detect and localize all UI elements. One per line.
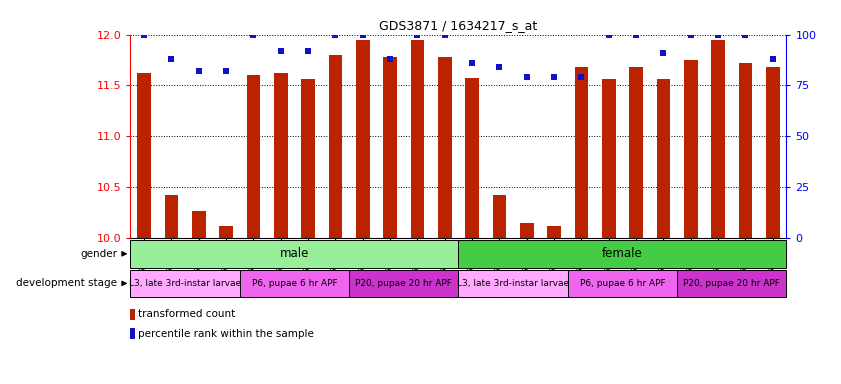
Bar [130,270,240,297]
Bar [220,226,233,238]
Bar [329,55,342,238]
Bar [568,270,677,297]
Text: transformed count: transformed count [139,310,235,319]
Text: female: female [602,247,643,260]
Bar [493,195,506,238]
Bar [458,240,786,268]
Bar [766,67,780,238]
Text: P20, pupae 20 hr APF: P20, pupae 20 hr APF [683,279,780,288]
Bar [574,67,588,238]
Text: gender: gender [80,249,117,259]
Bar [711,40,725,238]
Bar [130,309,135,320]
Text: P6, pupae 6 hr APF: P6, pupae 6 hr APF [251,279,337,288]
Bar [274,73,288,238]
Bar [520,223,533,238]
Bar [130,328,135,339]
Bar [192,210,205,238]
Bar [410,40,424,238]
Bar [301,79,315,238]
Bar [240,270,349,297]
Bar [657,79,670,238]
Bar [137,73,151,238]
Text: P6, pupae 6 hr APF: P6, pupae 6 hr APF [579,279,665,288]
Text: percentile rank within the sample: percentile rank within the sample [139,329,315,339]
Bar [438,57,452,238]
Bar [684,60,697,238]
Bar [246,75,260,238]
Bar [602,79,616,238]
Bar [356,40,369,238]
Bar [458,270,568,297]
Bar [465,78,479,238]
Text: L3, late 3rd-instar larvae: L3, late 3rd-instar larvae [129,279,241,288]
Bar [629,67,643,238]
Bar [130,240,458,268]
Title: GDS3871 / 1634217_s_at: GDS3871 / 1634217_s_at [379,19,537,32]
Text: L3, late 3rd-instar larvae: L3, late 3rd-instar larvae [457,279,569,288]
Bar [165,195,178,238]
Bar [349,270,458,297]
Bar [738,63,752,238]
Text: development stage: development stage [16,278,117,288]
Bar [677,270,786,297]
Text: P20, pupae 20 hr APF: P20, pupae 20 hr APF [355,279,452,288]
Bar [547,226,561,238]
Text: male: male [280,247,309,260]
Bar [383,57,397,238]
